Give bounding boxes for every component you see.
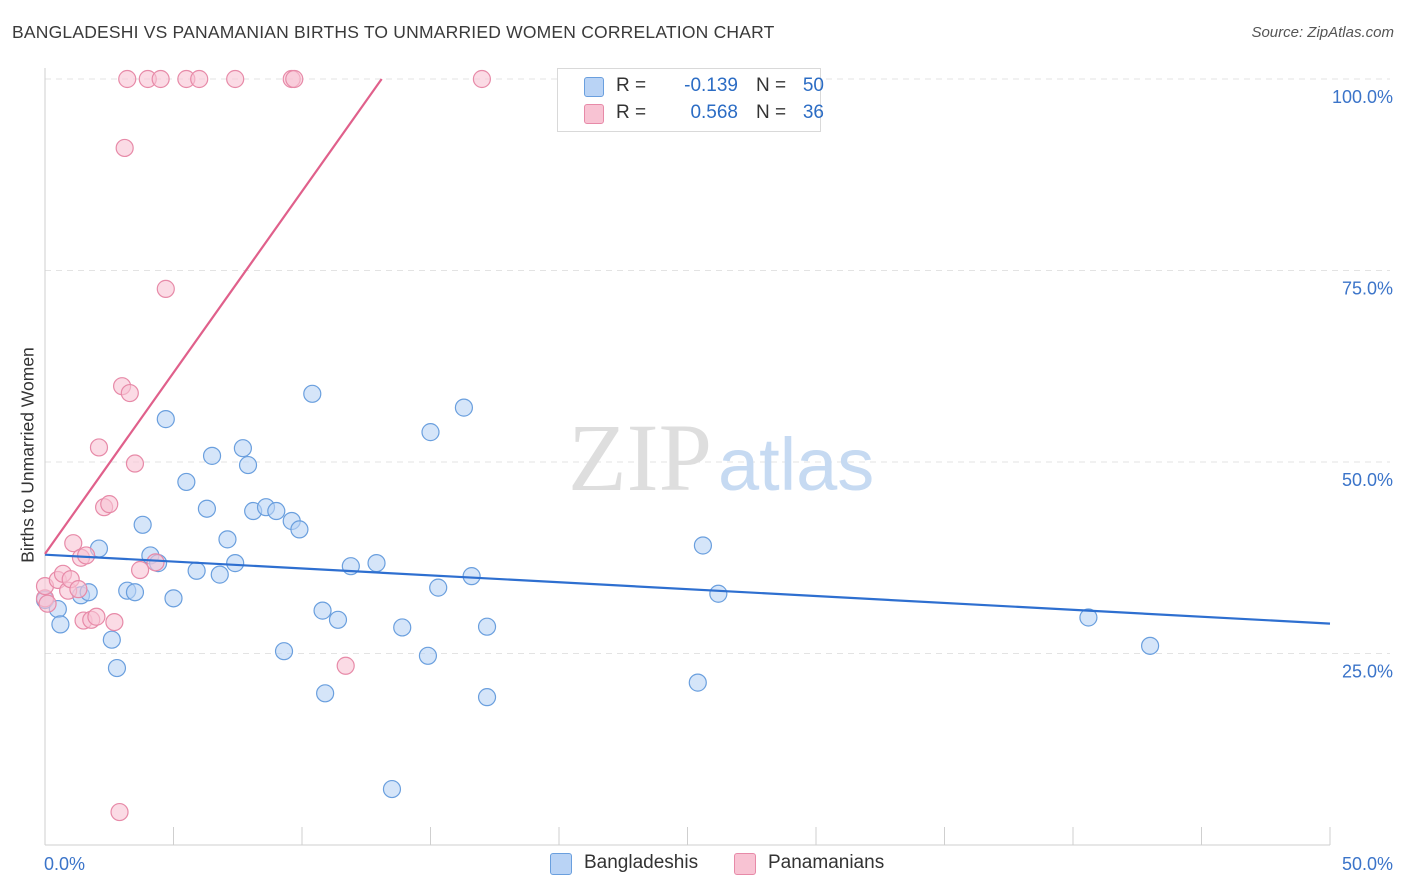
panamanian-point [64, 534, 83, 553]
bangladeshi-point [210, 565, 229, 584]
bangladeshi-point [418, 646, 438, 665]
legend-swatch-pink [584, 104, 604, 124]
y-tick-label: 50.0% [1342, 470, 1393, 490]
panamanian-trend-line [44, 78, 383, 555]
panamanian-point [125, 454, 145, 473]
y-tick-label: 25.0% [1342, 662, 1393, 682]
tick-label-layer: 25.0% 50.0% 75.0% 100.0% 0.0% 50.0% [44, 87, 1393, 874]
grid-layer [45, 78, 1390, 654]
bangladeshi-point [462, 567, 481, 586]
bangladeshi-point [274, 642, 294, 661]
bangladeshi-point [156, 410, 175, 429]
legend-r-label: R = [616, 102, 647, 123]
bottom-legend-swatch-pink [734, 853, 756, 875]
bangladeshi-point [177, 472, 196, 492]
bangladeshi-point [421, 423, 440, 442]
bangladeshi-point [125, 583, 145, 602]
y-tick-label: 100.0% [1332, 87, 1393, 107]
bangladeshi-point [233, 439, 252, 458]
x-tick-label-max: 50.0% [1342, 854, 1393, 874]
legend-r-value: -0.139 [684, 75, 738, 96]
bangladeshi-point [709, 584, 728, 603]
bangladeshi-point [477, 617, 497, 636]
panamanian-point [89, 438, 109, 457]
bangladeshi-point [382, 779, 402, 799]
bangladeshi-point [1140, 636, 1160, 655]
bottom-legend-swatch-blue [550, 853, 572, 875]
legend-r-value: 0.568 [690, 102, 738, 123]
bangladeshi-point [328, 610, 348, 629]
panamanian-point [77, 546, 96, 565]
bangladeshi-point [367, 554, 386, 573]
watermark: ZIP atlas [568, 404, 874, 511]
bangladeshi-point [102, 630, 121, 649]
panamanian-point [156, 279, 175, 298]
bangladeshi-point [693, 536, 713, 555]
bottom-legend-label: Bangladeshis [584, 852, 699, 873]
bangladeshi-point [688, 673, 707, 692]
legend-n-value: 50 [802, 75, 824, 96]
bangladeshi-point [393, 618, 412, 637]
legend-n-label: N = [756, 102, 787, 123]
bangladeshi-point [202, 446, 222, 465]
panamanian-point [146, 553, 165, 572]
bangladeshi-point [477, 688, 497, 707]
panamanian-point [105, 612, 124, 632]
trend-layer [44, 78, 1331, 625]
watermark-zip: ZIP [568, 404, 712, 511]
bangladeshi-point [226, 554, 245, 573]
bangladeshi-point [51, 615, 70, 634]
bottom-legend-label: Panamanians [768, 852, 885, 873]
panamanian-point [115, 138, 134, 158]
panamanian-point [120, 383, 139, 403]
legend-swatch-blue [584, 77, 604, 97]
bangladeshi-point [107, 658, 127, 678]
points-layer [35, 69, 1160, 822]
bangladeshi-trend-line [44, 553, 1331, 625]
legend-n-label: N = [756, 75, 787, 96]
panamanian-point [285, 69, 304, 89]
legend-n-value: 36 [802, 102, 824, 123]
bangladeshi-point [454, 398, 474, 417]
bangladeshi-point [133, 515, 152, 534]
bangladeshi-point [187, 561, 206, 580]
chart-title: BANGLADESHI VS PANAMANIAN BIRTHS TO UNMA… [12, 22, 775, 42]
bangladeshi-point [1079, 608, 1098, 627]
panamanian-point [190, 69, 209, 89]
panamanian-point [100, 495, 119, 514]
bangladeshi-point [238, 455, 258, 475]
y-axis-title: Births to Unmarried Women [17, 347, 38, 563]
panamanian-point [472, 69, 491, 89]
panamanian-point [38, 594, 57, 613]
x-tick-label-min: 0.0% [44, 854, 85, 874]
panamanian-point [336, 656, 355, 675]
panamanian-point [69, 580, 88, 599]
panamanian-point [226, 69, 245, 89]
axis-layer [44, 68, 1331, 846]
bangladeshi-point [267, 501, 286, 521]
watermark-atlas: atlas [718, 423, 874, 506]
panamanian-point [130, 560, 150, 580]
bangladeshi-point [313, 601, 332, 620]
bangladeshi-point [218, 530, 237, 549]
panamanian-point [151, 69, 170, 89]
legend-r-label: R = [616, 75, 647, 96]
bangladeshi-point [303, 384, 322, 403]
panamanian-point [110, 802, 129, 822]
bangladeshi-point [197, 499, 217, 518]
bangladeshi-point [429, 578, 448, 597]
y-tick-label: 75.0% [1342, 279, 1393, 299]
correlation-legend: R = -0.139 N = 50 R = 0.568 N = 36 [557, 68, 824, 132]
bangladeshi-point [164, 589, 183, 608]
chart-source: Source: ZipAtlas.com [1251, 24, 1394, 41]
panamanian-point [118, 69, 137, 89]
panamanian-point [87, 607, 106, 626]
bangladeshi-point [316, 684, 335, 703]
bangladeshi-point [290, 520, 309, 539]
